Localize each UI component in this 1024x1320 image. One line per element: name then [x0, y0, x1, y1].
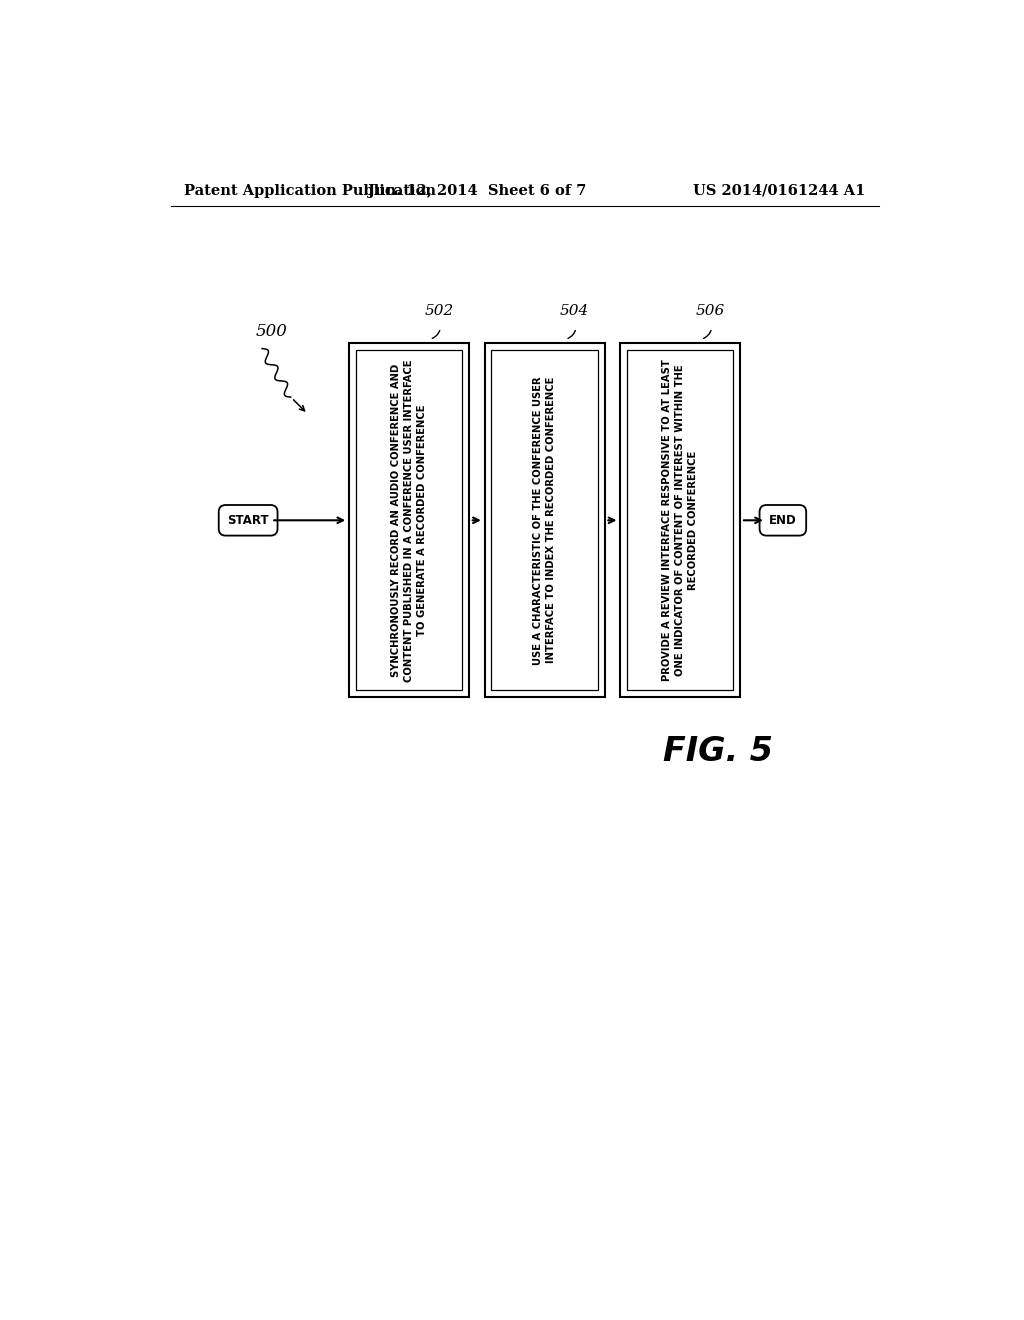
Text: Jun. 12, 2014  Sheet 6 of 7: Jun. 12, 2014 Sheet 6 of 7 — [368, 183, 586, 198]
Text: 506: 506 — [695, 304, 725, 318]
FancyBboxPatch shape — [349, 343, 469, 697]
Text: PROVIDE A REVIEW INTERFACE RESPONSIVE TO AT LEAST
ONE INDICATOR OF CONTENT OF IN: PROVIDE A REVIEW INTERFACE RESPONSIVE TO… — [662, 359, 698, 681]
Text: 504: 504 — [560, 304, 589, 318]
Text: SYNCHRONOUSLY RECORD AN AUDIO CONFERENCE AND
CONTENT PUBLISHED IN A CONFERENCE U: SYNCHRONOUSLY RECORD AN AUDIO CONFERENCE… — [391, 359, 427, 681]
Text: 502: 502 — [424, 304, 454, 318]
Text: 500: 500 — [256, 323, 288, 341]
Text: Patent Application Publication: Patent Application Publication — [183, 183, 436, 198]
Text: END: END — [769, 513, 797, 527]
Text: START: START — [227, 513, 269, 527]
Text: USE A CHARACTERISTIC OF THE CONFERENCE USER
INTERFACE TO INDEX THE RECORDED CONF: USE A CHARACTERISTIC OF THE CONFERENCE U… — [532, 376, 556, 664]
FancyBboxPatch shape — [219, 506, 278, 536]
FancyBboxPatch shape — [621, 343, 740, 697]
Text: FIG. 5: FIG. 5 — [663, 735, 773, 768]
FancyBboxPatch shape — [484, 343, 604, 697]
FancyBboxPatch shape — [760, 506, 806, 536]
Text: US 2014/0161244 A1: US 2014/0161244 A1 — [693, 183, 866, 198]
